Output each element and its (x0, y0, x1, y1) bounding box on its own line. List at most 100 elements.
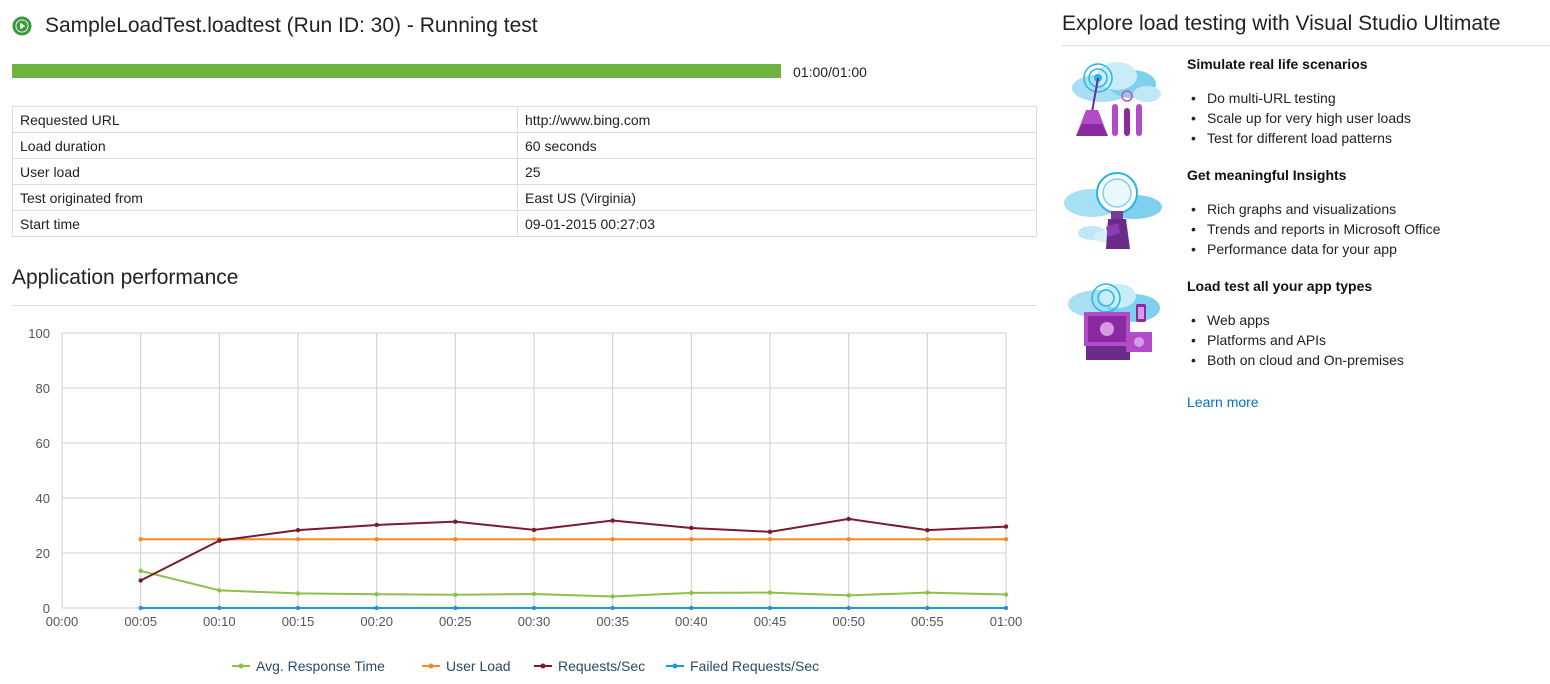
table-row: Load duration 60 seconds (12, 132, 1037, 159)
feature-list: Do multi-URL testing Scale up for very h… (1187, 88, 1411, 148)
data-point (846, 516, 851, 522)
legend-label: Failed Requests/Sec (690, 658, 819, 674)
data-point (295, 537, 301, 542)
data-point (689, 525, 694, 531)
info-label: Requested URL (12, 106, 518, 133)
explore-title: Explore load testing with Visual Studio … (1062, 12, 1501, 35)
data-point (846, 605, 851, 611)
list-item: Scale up for very high user loads (1187, 108, 1411, 128)
x-tick-label: 00:00 (46, 614, 79, 629)
data-point (846, 537, 851, 542)
legend-label: User Load (446, 658, 511, 674)
data-point (531, 605, 537, 611)
x-tick-label: 01:00 (990, 614, 1023, 629)
data-point (925, 537, 930, 542)
table-row: User load 25 (12, 158, 1037, 185)
data-point (689, 605, 694, 611)
data-point (925, 605, 930, 611)
info-label: Start time (12, 210, 518, 237)
y-tick-label: 0 (43, 601, 50, 616)
list-item: Trends and reports in Microsoft Office (1187, 219, 1440, 239)
legend-swatch-point (428, 663, 434, 669)
lightbulb-cloud-icon (1064, 172, 1162, 249)
data-point (138, 605, 143, 611)
info-value: 25 (517, 158, 1037, 185)
data-point (138, 568, 143, 574)
legend-swatch-point (672, 663, 678, 669)
legend-label: Avg. Response Time (256, 658, 385, 674)
data-point (295, 591, 301, 596)
data-point (610, 537, 615, 542)
y-tick-label: 40 (36, 491, 50, 506)
list-item: Performance data for your app (1187, 239, 1440, 259)
table-row: Requested URL http://www.bing.com (12, 106, 1037, 133)
info-label: User load (12, 158, 518, 185)
data-point (610, 605, 615, 611)
data-point (138, 578, 143, 583)
divider (1062, 45, 1550, 46)
data-point (374, 537, 379, 542)
x-tick-label: 00:10 (203, 614, 236, 629)
learn-more-link[interactable]: Learn more (1187, 394, 1259, 410)
info-label: Load duration (12, 132, 518, 159)
data-point (453, 519, 458, 524)
data-point (767, 529, 773, 535)
data-point (295, 605, 301, 611)
feature-heading: Load test all your app types (1187, 278, 1373, 294)
y-tick-label: 60 (36, 436, 50, 451)
table-row: Start time 09-01-2015 00:27:03 (12, 210, 1037, 237)
data-point (531, 537, 537, 542)
x-tick-label: 00:05 (124, 614, 157, 629)
page-title: SampleLoadTest.loadtest (Run ID: 30) - R… (45, 14, 538, 37)
legend-swatch-point (238, 663, 244, 669)
data-point (689, 537, 694, 542)
data-point (374, 522, 379, 528)
x-tick-label: 00:45 (754, 614, 787, 629)
series-line (140, 569, 1007, 598)
title-row: SampleLoadTest.loadtest (Run ID: 30) - R… (12, 12, 538, 40)
data-point (1003, 592, 1009, 597)
info-label: Test originated from (12, 184, 518, 211)
divider (12, 305, 1037, 306)
list-item: Both on cloud and On-premises (1187, 350, 1404, 370)
data-point (531, 591, 537, 597)
x-tick-label: 00:15 (282, 614, 315, 629)
x-tick-label: 00:55 (911, 614, 944, 629)
data-point (846, 593, 851, 598)
x-tick-label: 00:30 (518, 614, 551, 629)
info-value: http://www.bing.com (517, 106, 1037, 133)
info-value: 09-01-2015 00:27:03 (517, 210, 1037, 237)
data-point (1003, 537, 1009, 542)
list-item: Web apps (1187, 310, 1404, 330)
list-item: Rich graphs and visualizations (1187, 199, 1440, 219)
data-point (610, 594, 615, 599)
list-item: Platforms and APIs (1187, 330, 1404, 350)
feature-heading: Get meaningful Insights (1187, 167, 1347, 183)
feature-list: Rich graphs and visualizations Trends an… (1187, 199, 1440, 259)
data-point (453, 537, 458, 542)
test-progress: 01:00/01:00 (12, 64, 1037, 80)
data-point (925, 527, 930, 533)
data-point (531, 527, 537, 533)
test-info-table: Requested URL http://www.bing.com Load d… (12, 106, 1037, 237)
data-point (374, 592, 379, 597)
info-value: 60 seconds (517, 132, 1037, 159)
data-point (925, 590, 930, 595)
data-point (689, 590, 694, 596)
data-point (610, 518, 615, 523)
application-performance-chart: 0 20 40 60 80 100 00:00 00:05 00:10 00:15 00:20 00:… (28, 326, 1023, 674)
x-tick-label: 00:20 (360, 614, 393, 629)
data-point (217, 538, 222, 543)
series-line (140, 517, 1007, 582)
progress-time: 01:00/01:00 (793, 64, 867, 80)
section-title-performance: Application performance (12, 266, 239, 289)
data-point (295, 527, 301, 533)
progress-bar (12, 64, 781, 78)
table-row: Test originated from East US (Virginia) (12, 184, 1037, 211)
data-point (138, 537, 143, 542)
data-point (374, 605, 379, 611)
info-value: East US (Virginia) (517, 184, 1037, 211)
data-point (217, 605, 222, 611)
y-tick-label: 20 (36, 546, 50, 561)
legend-label: Requests/Sec (558, 658, 645, 674)
